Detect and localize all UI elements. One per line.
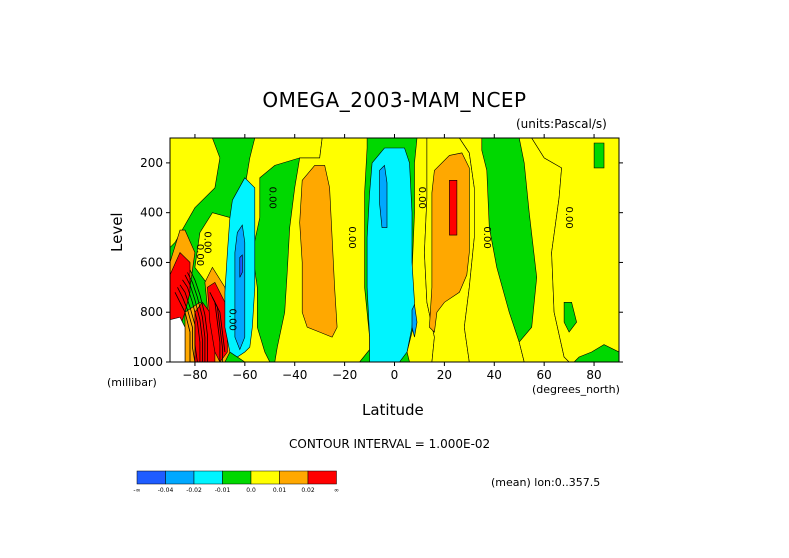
contour-label: 0.00 — [266, 187, 277, 209]
x-tick-label: 20 — [437, 368, 452, 382]
chart-title: OMEGA_2003-MAM_NCEP — [262, 88, 527, 112]
contour-interval-text: CONTOUR INTERVAL = 1.000E-02 — [289, 437, 491, 451]
colorbar-swatch — [193, 470, 223, 485]
x-tick-label: −20 — [332, 368, 357, 382]
colorbar-label: 0.01 — [273, 487, 287, 494]
contour-region — [170, 316, 186, 362]
contour-label: 0.00 — [563, 207, 574, 229]
axes: −80 −60 −40 −20 0 20 40 60 80 200 400 600 800 1000 — [132, 134, 623, 382]
colorbar-label: -0.01 — [215, 487, 231, 494]
contour-line — [187, 272, 206, 362]
contour-line — [184, 274, 203, 362]
contour-line — [174, 292, 191, 362]
contour-region — [170, 138, 221, 248]
contour-label: 0.00 — [194, 244, 205, 266]
contour-region — [366, 147, 415, 362]
colorbar-label: -0.04 — [158, 487, 174, 494]
colorbar-label: -0.02 — [186, 487, 202, 494]
y-axis-unit: (millibar) — [107, 376, 157, 389]
contour-label: 0.00 — [226, 309, 237, 331]
colorbar-swatch — [279, 470, 309, 485]
contour-lines — [174, 269, 226, 362]
x-tick-label: −40 — [282, 368, 307, 382]
contour-region — [379, 164, 388, 228]
contour-region — [429, 152, 470, 333]
contour-label: 0.00 — [201, 231, 212, 253]
contour-region — [563, 301, 577, 333]
colorbar-swatch — [250, 470, 280, 485]
contour-region — [234, 224, 246, 351]
contour-line — [177, 287, 196, 362]
colorbar-swatch — [136, 470, 166, 485]
colorbar-label: -∞ — [133, 487, 140, 494]
x-axis-label: Latitude — [362, 401, 424, 419]
x-tick-label: 80 — [586, 368, 601, 382]
colorbar-label: 0.02 — [301, 487, 315, 494]
y-tick-label: 600 — [140, 255, 163, 269]
y-tick-label: 400 — [140, 206, 163, 220]
units-label: (units:Pascal/s) — [516, 117, 607, 131]
x-tick-label: 60 — [537, 368, 552, 382]
contour-line — [182, 279, 201, 362]
contour-labels: 0.000.000.000.000.000.000.000.00 — [194, 187, 574, 331]
mean-longitude-text: (mean) lon:0..357.5 — [491, 476, 601, 489]
x-axis-unit: (degrees_north) — [532, 383, 620, 396]
contour-line — [214, 302, 226, 353]
contour-region — [593, 142, 605, 169]
x-tick-label: 40 — [487, 368, 502, 382]
contour-label: 0.00 — [346, 226, 357, 248]
y-tick-label: 1000 — [132, 355, 163, 369]
colorbar: -∞ -0.04 -0.02 -0.01 0.0 0.01 0.02 ∞ — [133, 470, 339, 494]
x-tick-label: −80 — [182, 368, 207, 382]
contour-line — [179, 284, 198, 362]
y-tick-label: 800 — [140, 305, 163, 319]
colorbar-label: 0.0 — [246, 487, 256, 494]
y-tick-label: 200 — [140, 156, 163, 170]
contour-label: 0.00 — [416, 187, 427, 209]
contour-region — [411, 303, 418, 338]
colorbar-swatch — [165, 470, 195, 485]
x-tick-label: 0 — [391, 368, 399, 382]
contour-region — [531, 138, 619, 362]
colorbar-swatch — [307, 470, 337, 485]
contour-label: 0.00 — [481, 226, 492, 248]
contour-line — [189, 269, 208, 362]
contour-region — [299, 165, 338, 338]
x-tick-label: −60 — [232, 368, 257, 382]
contour-region — [449, 180, 458, 236]
colorbar-label: ∞ — [334, 487, 339, 494]
contour-region — [239, 254, 243, 278]
colorbar-swatch — [222, 470, 252, 485]
